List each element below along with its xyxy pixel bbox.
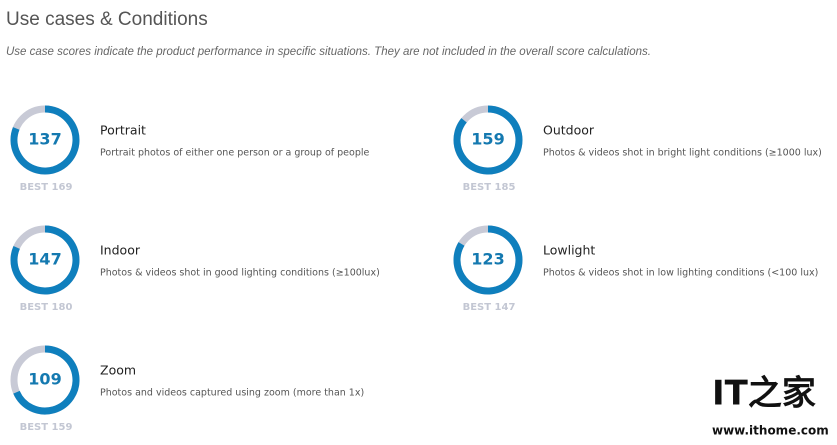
watermark-logo: IT之家 [712,374,816,414]
use-case-description: Photos and videos captured using zoom (m… [100,388,364,399]
best-score: BEST 147 [463,302,516,313]
gauge-arc [13,345,80,415]
gauge-arc [453,225,523,295]
use-case-description: Photos & videos shot in low lighting con… [543,268,818,279]
best-score: BEST 159 [20,422,73,433]
use-case-name: Lowlight [543,243,595,258]
use-case-description: Portrait photos of either one person or … [100,148,369,159]
score: 159 [471,130,504,149]
use-case-name: Outdoor [543,123,595,138]
use-case-name: Portrait [100,123,146,138]
section-title: Use cases & Conditions [6,9,208,30]
best-score: BEST 169 [20,182,73,193]
use-case-name: Zoom [100,363,136,378]
use-case-description: Photos & videos shot in good lighting co… [100,268,380,279]
watermark-url: www.ithome.com [712,424,829,438]
best-score: BEST 185 [463,182,516,193]
gauge-arc [453,105,523,175]
score: 123 [471,250,504,269]
gauge-arc [10,225,80,295]
use-case-name: Indoor [100,243,141,258]
best-score: BEST 180 [20,302,73,313]
score: 147 [28,250,61,269]
score: 137 [28,130,61,149]
gauge-arc [10,105,80,175]
section-subtitle: Use case scores indicate the product per… [6,46,651,58]
score: 109 [28,370,61,389]
use-case-description: Photos & videos shot in bright light con… [543,148,822,159]
